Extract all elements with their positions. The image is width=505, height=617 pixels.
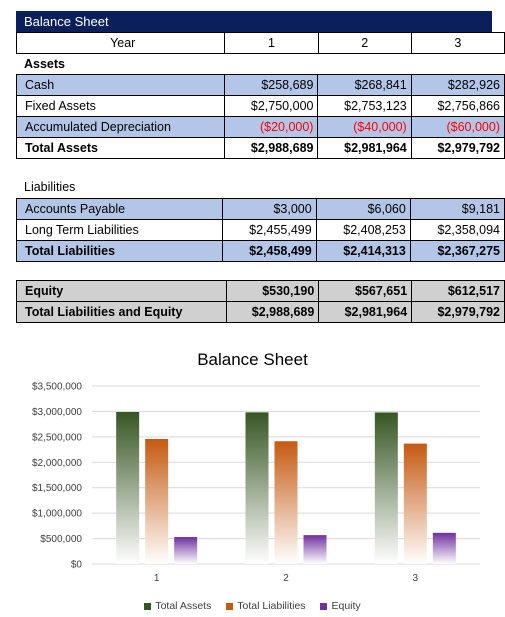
cell-value: $2,458,499 — [221, 240, 317, 262]
x-tick-label: 2 — [283, 573, 289, 584]
bar-total-liabilities — [145, 438, 169, 564]
row-label: Cash — [15, 74, 226, 96]
assets-table: Cash $258,689 $268,841 $282,926 Fixed As… — [15, 74, 505, 159]
y-tick-label: $1,000,000 — [32, 509, 82, 520]
row-label: Total Liabilities and Equity — [16, 301, 227, 323]
legend-item: Total Assets — [144, 600, 211, 612]
bar-total-liabilities — [274, 441, 298, 564]
row-label: Fixed Assets — [15, 95, 226, 117]
cell-value: $2,455,499 — [221, 219, 317, 241]
year-header-label: Year — [15, 32, 226, 54]
legend-swatch — [144, 602, 152, 610]
row-label: Total Liabilities — [16, 240, 223, 262]
table-row: Accounts Payable $3,000 $6,060 $9,181 — [16, 198, 505, 220]
cell-value: $3,000 — [221, 198, 317, 220]
cell-value: $530,190 — [225, 280, 320, 302]
y-tick-label: $0 — [71, 560, 83, 571]
cell-value: $2,408,253 — [315, 219, 411, 241]
chart-title: Balance Sheet — [197, 350, 308, 369]
row-label: Accounts Payable — [16, 198, 223, 220]
table-row: Accumulated Depreciation ($20,000) ($40,… — [15, 116, 505, 138]
year-header-2: 2 — [317, 32, 412, 54]
cell-value: ($20,000) — [224, 116, 319, 138]
cell-value: $2,988,689 — [225, 301, 320, 323]
year-header-1: 1 — [224, 32, 319, 54]
total-row: Total Assets $2,988,689 $2,981,964 $2,97… — [15, 137, 505, 159]
cell-value: $2,979,792 — [411, 301, 505, 323]
table-row: Cash $258,689 $268,841 $282,926 — [15, 74, 505, 96]
cell-value: $567,651 — [318, 280, 413, 302]
cell-value: $2,367,275 — [409, 240, 505, 262]
cell-value: $9,181 — [409, 198, 505, 220]
table-row: Fixed Assets $2,750,000 $2,753,123 $2,75… — [15, 95, 505, 117]
y-tick-label: $3,500,000 — [32, 382, 82, 393]
legend-item: Total Liabilities — [226, 600, 306, 612]
x-tick-label: 3 — [413, 573, 419, 584]
legend-swatch — [320, 602, 328, 610]
bar-total-assets — [116, 412, 140, 564]
cell-value: $2,981,964 — [318, 301, 413, 323]
row-label: Total Assets — [15, 137, 226, 159]
row-label: Equity — [16, 280, 227, 302]
total-row: Total Liabilities $2,458,499 $2,414,313 … — [16, 240, 505, 262]
legend-label: Equity — [331, 600, 361, 612]
bar-equity — [303, 535, 327, 564]
cell-value: $2,981,964 — [317, 137, 412, 159]
cell-value: $2,358,094 — [409, 219, 505, 241]
cell-value: $2,988,689 — [224, 137, 319, 159]
year-header-3: 3 — [410, 32, 505, 54]
cell-value: $2,756,866 — [410, 95, 505, 117]
cell-value: $2,750,000 — [224, 95, 319, 117]
legend-label: Total Liabilities — [237, 600, 306, 612]
row-label: Long Term Liabilities — [16, 219, 223, 241]
chart-legend: Total Assets Total Liabilities Equity — [0, 600, 505, 613]
cell-value: $282,926 — [410, 74, 505, 96]
row-label: Accumulated Depreciation — [15, 116, 226, 138]
bar-chart: $0 $500,000 $1,000,000 $1,500,000 $2,000,000… — [32, 382, 480, 584]
cell-value: $268,841 — [317, 74, 412, 96]
cell-value: ($40,000) — [317, 116, 412, 138]
total-row: Total Liabilities and Equity $2,988,689 … — [16, 301, 505, 323]
y-tick-label: $1,500,000 — [32, 483, 82, 494]
bar-total-liabilities — [403, 443, 427, 564]
cell-value: $2,753,123 — [317, 95, 412, 117]
y-tick-label: $500,000 — [40, 534, 82, 545]
cell-value: $6,060 — [315, 198, 411, 220]
equity-table: Equity $530,190 $567,651 $612,517 Total … — [16, 280, 505, 323]
equity-row: Equity $530,190 $567,651 $612,517 — [16, 280, 505, 302]
y-tick-label: $2,000,000 — [32, 458, 82, 469]
cell-value: $2,979,792 — [410, 137, 505, 159]
y-tick-label: $3,000,000 — [32, 407, 82, 418]
assets-heading: Assets — [24, 57, 65, 71]
cell-value: ($60,000) — [410, 116, 505, 138]
bar-equity — [432, 532, 456, 564]
table-row: Long Term Liabilities $2,455,499 $2,408,… — [16, 219, 505, 241]
cell-value: $612,517 — [411, 280, 505, 302]
bar-total-assets — [374, 412, 398, 564]
legend-label: Total Assets — [155, 600, 212, 612]
sheet-title: Balance Sheet — [16, 11, 492, 32]
liabilities-table: Accounts Payable $3,000 $6,060 $9,181 Lo… — [16, 198, 505, 262]
year-header-table: Year 1 2 3 — [15, 32, 505, 54]
liabilities-heading: Liabilities — [24, 180, 76, 194]
y-tick-label: $2,500,000 — [32, 432, 82, 443]
x-tick-label: 1 — [154, 573, 160, 584]
legend-swatch — [226, 602, 234, 610]
cell-value: $258,689 — [224, 74, 319, 96]
bar-equity — [174, 537, 198, 564]
cell-value: $2,414,313 — [315, 240, 411, 262]
legend-item: Equity — [320, 600, 361, 612]
bar-total-assets — [245, 412, 269, 564]
